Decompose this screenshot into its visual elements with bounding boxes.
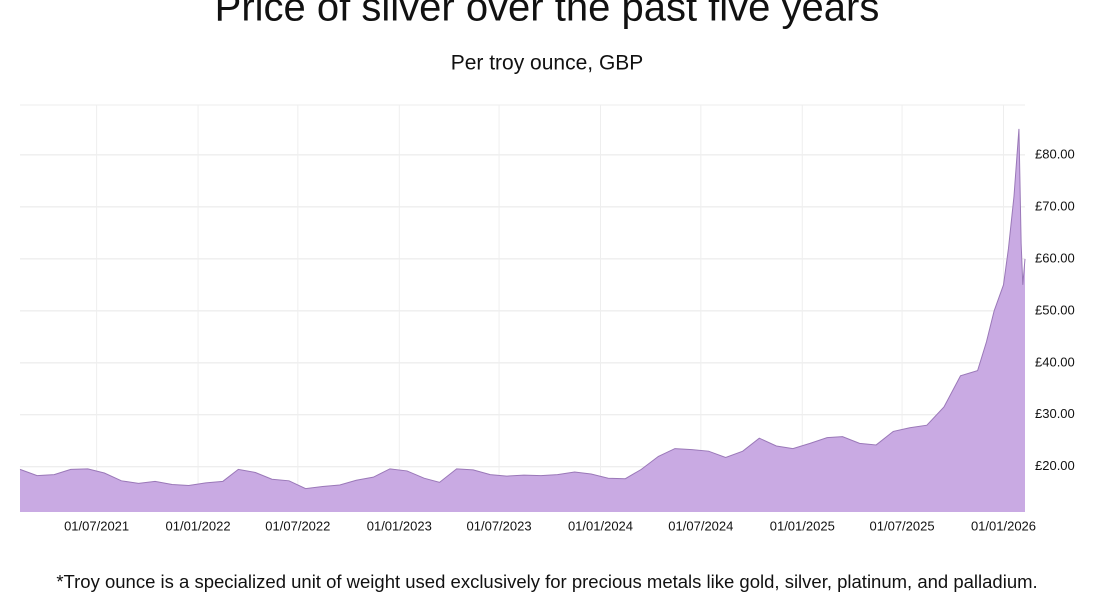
x-tick-label: 01/07/2023	[467, 518, 532, 533]
x-tick-label: 01/01/2025	[770, 518, 835, 533]
x-tick-label: 01/07/2021	[64, 518, 129, 533]
y-tick-label: £70.00	[1035, 198, 1075, 213]
x-tick-label: 01/07/2024	[668, 518, 733, 533]
x-tick-label: 01/01/2024	[568, 518, 633, 533]
x-tick-label: 01/07/2022	[265, 518, 330, 533]
y-tick-label: £40.00	[1035, 354, 1075, 369]
y-tick-label: £80.00	[1035, 146, 1075, 161]
chart-title: Price of silver over the past five years	[215, 0, 880, 30]
y-tick-label: £50.00	[1035, 302, 1075, 317]
footnote: *Troy ounce is a specialized unit of wei…	[56, 571, 1037, 592]
x-tick-label: 01/07/2025	[870, 518, 935, 533]
line	[19, 128, 1026, 490]
y-tick-label: £20.00	[1035, 458, 1075, 473]
x-tick-label: 01/01/2023	[367, 518, 432, 533]
x-tick-label: 01/01/2026	[971, 518, 1036, 533]
y-tick-label: £30.00	[1035, 406, 1075, 421]
y-tick-label: £60.00	[1035, 250, 1075, 265]
x-tick-label: 01/01/2022	[166, 518, 231, 533]
chart-subtitle: Per troy ounce, GBP	[451, 52, 644, 75]
area	[20, 128, 1025, 512]
